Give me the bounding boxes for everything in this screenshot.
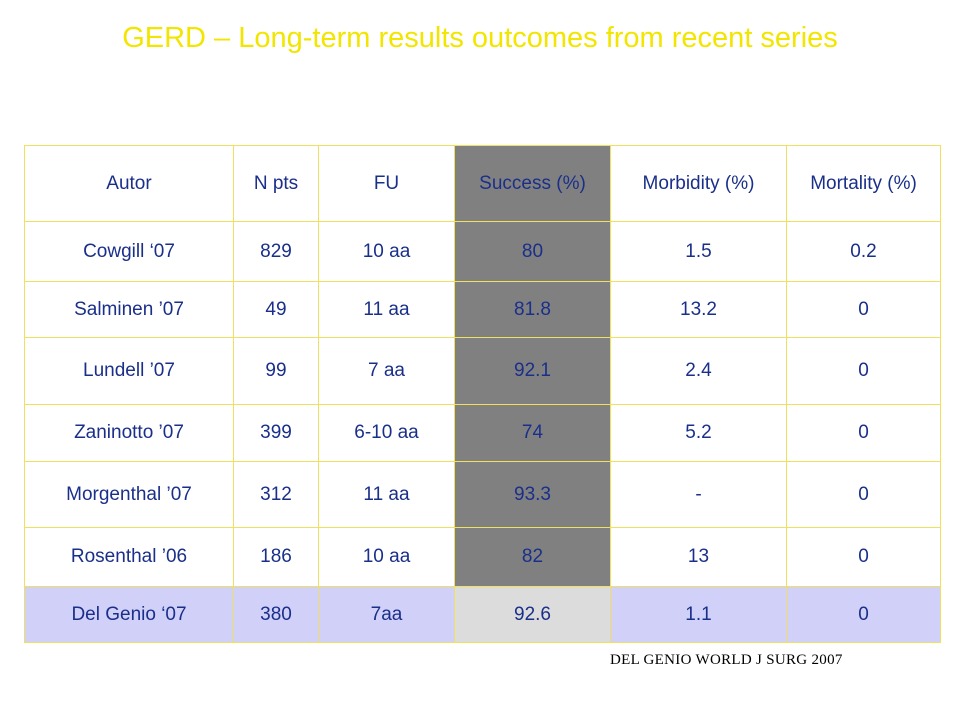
cell-mortality: 0 — [786, 404, 941, 462]
cell-success: 81.8 — [454, 281, 611, 338]
table-row: Cowgill ‘07 829 10 aa 80 1.5 0.2 — [24, 221, 941, 282]
table-row: Lundell ’07 99 7 aa 92.1 2.4 0 — [24, 337, 941, 405]
header-morbidity: Morbidity (%) — [610, 145, 787, 222]
cell-success: 92.6 — [454, 586, 611, 643]
cell-success: 80 — [454, 221, 611, 282]
cell-success: 93.3 — [454, 461, 611, 528]
cell-morbidity: 1.1 — [610, 586, 787, 643]
cell-morbidity: 13 — [610, 527, 787, 587]
cell-success: 82 — [454, 527, 611, 587]
header-mortality: Mortality (%) — [786, 145, 941, 222]
cell-autor: Zaninotto ’07 — [24, 404, 234, 462]
cell-autor: Salminen ’07 — [24, 281, 234, 338]
cell-fu: 7 aa — [318, 337, 455, 405]
header-success: Success (%) — [454, 145, 611, 222]
cell-npts: 399 — [233, 404, 319, 462]
cell-autor: Lundell ’07 — [24, 337, 234, 405]
cell-morbidity: - — [610, 461, 787, 528]
cell-mortality: 0 — [786, 281, 941, 338]
cell-mortality: 0 — [786, 461, 941, 528]
cell-morbidity: 13.2 — [610, 281, 787, 338]
cell-npts: 829 — [233, 221, 319, 282]
cell-fu: 11 aa — [318, 461, 455, 528]
cell-fu: 6-10 aa — [318, 404, 455, 462]
cell-fu: 10 aa — [318, 527, 455, 587]
cell-npts: 312 — [233, 461, 319, 528]
cell-autor: Rosenthal ’06 — [24, 527, 234, 587]
cell-npts: 186 — [233, 527, 319, 587]
cell-autor: Morgenthal ’07 — [24, 461, 234, 528]
header-fu: FU — [318, 145, 455, 222]
cell-autor: Del Genio ‘07 — [24, 586, 234, 643]
table-row: Rosenthal ’06 186 10 aa 82 13 0 — [24, 527, 941, 587]
slide-title: GERD – Long-term results outcomes from r… — [122, 22, 838, 54]
cell-success: 92.1 — [454, 337, 611, 405]
header-autor: Autor — [24, 145, 234, 222]
cell-autor: Cowgill ‘07 — [24, 221, 234, 282]
source-citation: DEL GENIO WORLD J SURG 2007 — [610, 652, 843, 668]
cell-morbidity: 1.5 — [610, 221, 787, 282]
cell-morbidity: 5.2 — [610, 404, 787, 462]
cell-fu: 11 aa — [318, 281, 455, 338]
cell-npts: 99 — [233, 337, 319, 405]
cell-mortality: 0.2 — [786, 221, 941, 282]
cell-morbidity: 2.4 — [610, 337, 787, 405]
cell-mortality: 0 — [786, 337, 941, 405]
table-row-highlighted: Del Genio ‘07 380 7aa 92.6 1.1 0 — [24, 586, 941, 643]
cell-npts: 380 — [233, 586, 319, 643]
header-npts: N pts — [233, 145, 319, 222]
cell-success: 74 — [454, 404, 611, 462]
cell-mortality: 0 — [786, 586, 941, 643]
table-row: Salminen ’07 49 11 aa 81.8 13.2 0 — [24, 281, 941, 338]
table-row: Zaninotto ’07 399 6-10 aa 74 5.2 0 — [24, 404, 941, 462]
cell-fu: 10 aa — [318, 221, 455, 282]
table-row: Morgenthal ’07 312 11 aa 93.3 - 0 — [24, 461, 941, 528]
results-table: Autor N pts FU Success (%) Morbidity (%)… — [24, 145, 941, 643]
cell-fu: 7aa — [318, 586, 455, 643]
cell-npts: 49 — [233, 281, 319, 338]
cell-mortality: 0 — [786, 527, 941, 587]
header-row: Autor N pts FU Success (%) Morbidity (%)… — [24, 145, 941, 222]
